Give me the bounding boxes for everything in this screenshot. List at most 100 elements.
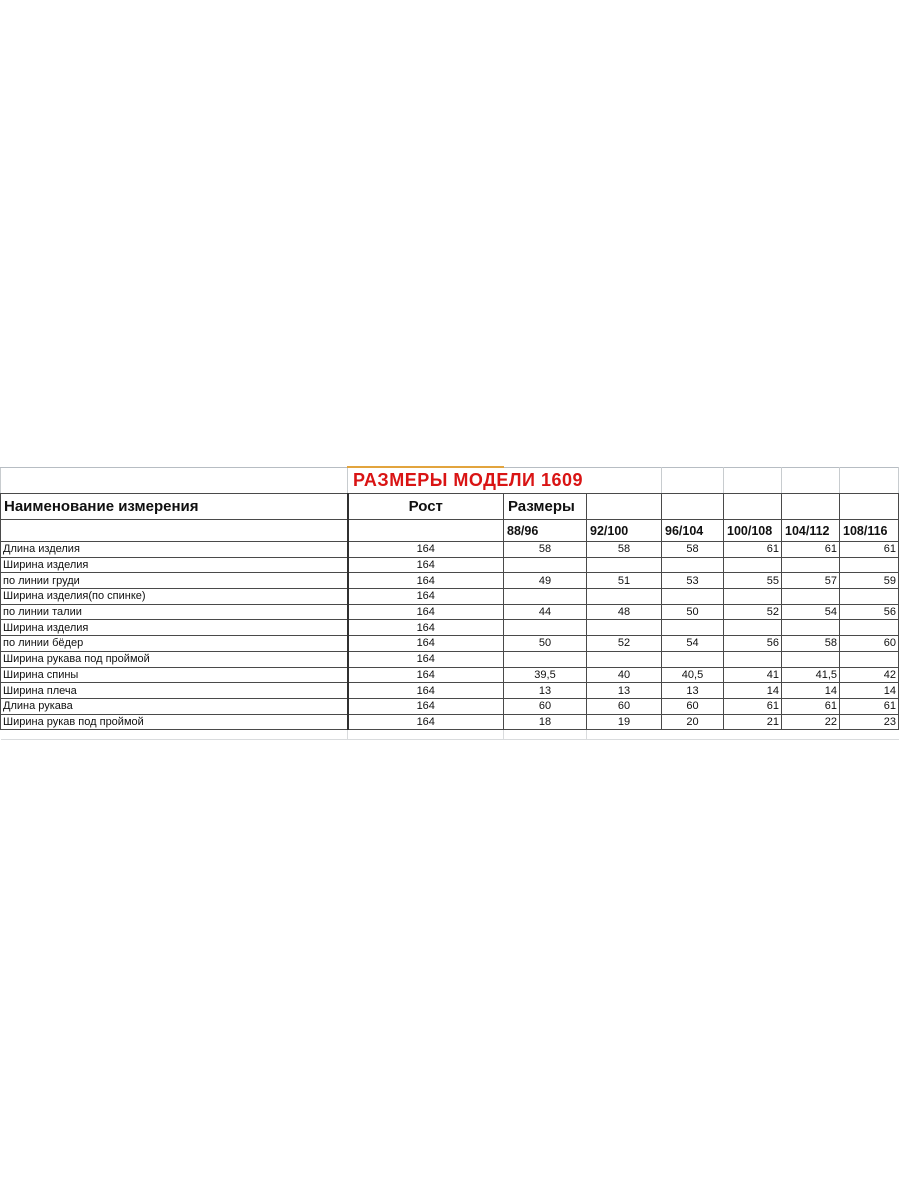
- row-label: Ширина изделия: [0, 619, 349, 637]
- rost-value: 164: [347, 713, 504, 731]
- size-value: [723, 619, 783, 637]
- size-value: 58: [585, 541, 663, 558]
- header-empty-cell: [839, 493, 900, 520]
- rost-value: 164: [347, 697, 504, 715]
- size-value: 49: [503, 572, 587, 590]
- row-label: по линии бёдер: [0, 635, 349, 652]
- size-value: 56: [723, 635, 783, 652]
- size-value: [839, 650, 900, 668]
- size-value: 54: [781, 603, 841, 621]
- rost-value: 164: [347, 635, 504, 652]
- table-row: Ширина спины 164 39,5 40 40,5 41 41,5 42: [0, 666, 900, 684]
- size-value: 50: [503, 635, 587, 652]
- row-label: Длина изделия: [0, 541, 349, 558]
- orange-accent-border: [347, 466, 504, 468]
- row-label: Длина рукава: [0, 697, 349, 715]
- size-value: [585, 619, 663, 637]
- size-value: 13: [661, 682, 725, 699]
- row-label: по линии талии: [0, 603, 349, 621]
- table-row: Ширина изделия(по спинке) 164: [0, 588, 900, 605]
- header-sizes-label: Размеры: [503, 493, 587, 520]
- size-value: [723, 650, 783, 668]
- table-row: по линии бёдер 164 50 52 54 56 58 60: [0, 635, 900, 652]
- size-value: 60: [661, 697, 725, 715]
- size-value: 19: [585, 713, 663, 731]
- size-value: 61: [723, 697, 783, 715]
- size-value: 61: [839, 697, 900, 715]
- sizes-row-empty-cell: [347, 519, 504, 542]
- ghost-gridline-row: [0, 729, 899, 741]
- size-value: [839, 556, 900, 574]
- header-measurement-name: Наименование измерения: [0, 493, 349, 520]
- row-label: по линии груди: [0, 572, 349, 590]
- size-value: 40,5: [661, 666, 725, 684]
- size-value: 14: [723, 682, 783, 699]
- row-label: Ширина изделия(по спинке): [0, 588, 349, 605]
- size-value: [503, 556, 587, 574]
- size-column-header: 108/116: [839, 519, 900, 542]
- size-value: 41: [723, 666, 783, 684]
- rost-value: 164: [347, 572, 504, 590]
- row-label: Ширина рукав под проймой: [0, 713, 349, 731]
- size-value: 41,5: [781, 666, 841, 684]
- size-value: 51: [585, 572, 663, 590]
- size-value: 56: [839, 603, 900, 621]
- rost-value: 164: [347, 666, 504, 684]
- size-value: 61: [723, 541, 783, 558]
- size-value: [839, 588, 900, 605]
- sizes-row-empty-cell: [0, 519, 349, 542]
- size-value: 22: [781, 713, 841, 731]
- title-row-empty-cell: [661, 467, 725, 494]
- table-row: Длина изделия 164 58 58 58 61 61 61: [0, 541, 900, 558]
- size-value: [723, 556, 783, 574]
- table-row: по линии груди 164 49 51 53 55 57 59: [0, 572, 900, 590]
- size-chart-table: РАЗМЕРЫ МОДЕЛИ 1609 Наименование измерен…: [0, 467, 900, 741]
- size-value: 61: [839, 541, 900, 558]
- size-value: 58: [661, 541, 725, 558]
- header-row: Наименование измерения Рост Размеры: [0, 493, 900, 520]
- rost-value: 164: [347, 541, 504, 558]
- size-column-header: 100/108: [723, 519, 783, 542]
- title-row-empty-cell: [723, 467, 783, 494]
- size-value: 58: [781, 635, 841, 652]
- ghost-cell: [503, 729, 587, 741]
- row-label: Ширина рукава под проймой: [0, 650, 349, 668]
- size-column-header: 88/96: [503, 519, 587, 542]
- table-row: Ширина изделия 164: [0, 556, 900, 574]
- size-value: 23: [839, 713, 900, 731]
- size-value: 50: [661, 603, 725, 621]
- size-value: [585, 588, 663, 605]
- rost-value: 164: [347, 619, 504, 637]
- size-value: 52: [585, 635, 663, 652]
- row-label: Ширина плеча: [0, 682, 349, 699]
- rost-value: 164: [347, 650, 504, 668]
- size-value: 48: [585, 603, 663, 621]
- size-value: [661, 619, 725, 637]
- title-row-empty-cell: [781, 467, 841, 494]
- size-value: 18: [503, 713, 587, 731]
- size-value: [503, 650, 587, 668]
- size-value: [781, 619, 841, 637]
- header-empty-cell: [661, 493, 725, 520]
- ghost-cell: [0, 729, 348, 741]
- size-value: 58: [503, 541, 587, 558]
- title-row: РАЗМЕРЫ МОДЕЛИ 1609: [0, 467, 900, 494]
- size-value: [781, 588, 841, 605]
- table-row: Ширина рукава под проймой 164: [0, 650, 900, 668]
- size-value: [585, 556, 663, 574]
- size-value: [503, 619, 587, 637]
- size-value: [661, 556, 725, 574]
- row-label: Ширина спины: [0, 666, 349, 684]
- table-row: Ширина плеча 164 13 13 13 14 14 14: [0, 682, 900, 699]
- size-column-header: 96/104: [661, 519, 725, 542]
- size-value: 57: [781, 572, 841, 590]
- size-value: 21: [723, 713, 783, 731]
- size-value: [839, 619, 900, 637]
- size-value: 55: [723, 572, 783, 590]
- table-row: Ширина изделия 164: [0, 619, 900, 637]
- header-empty-cell: [781, 493, 841, 520]
- title-row-empty-left: [0, 467, 348, 494]
- size-value: 60: [585, 697, 663, 715]
- size-column-header: 92/100: [585, 519, 663, 542]
